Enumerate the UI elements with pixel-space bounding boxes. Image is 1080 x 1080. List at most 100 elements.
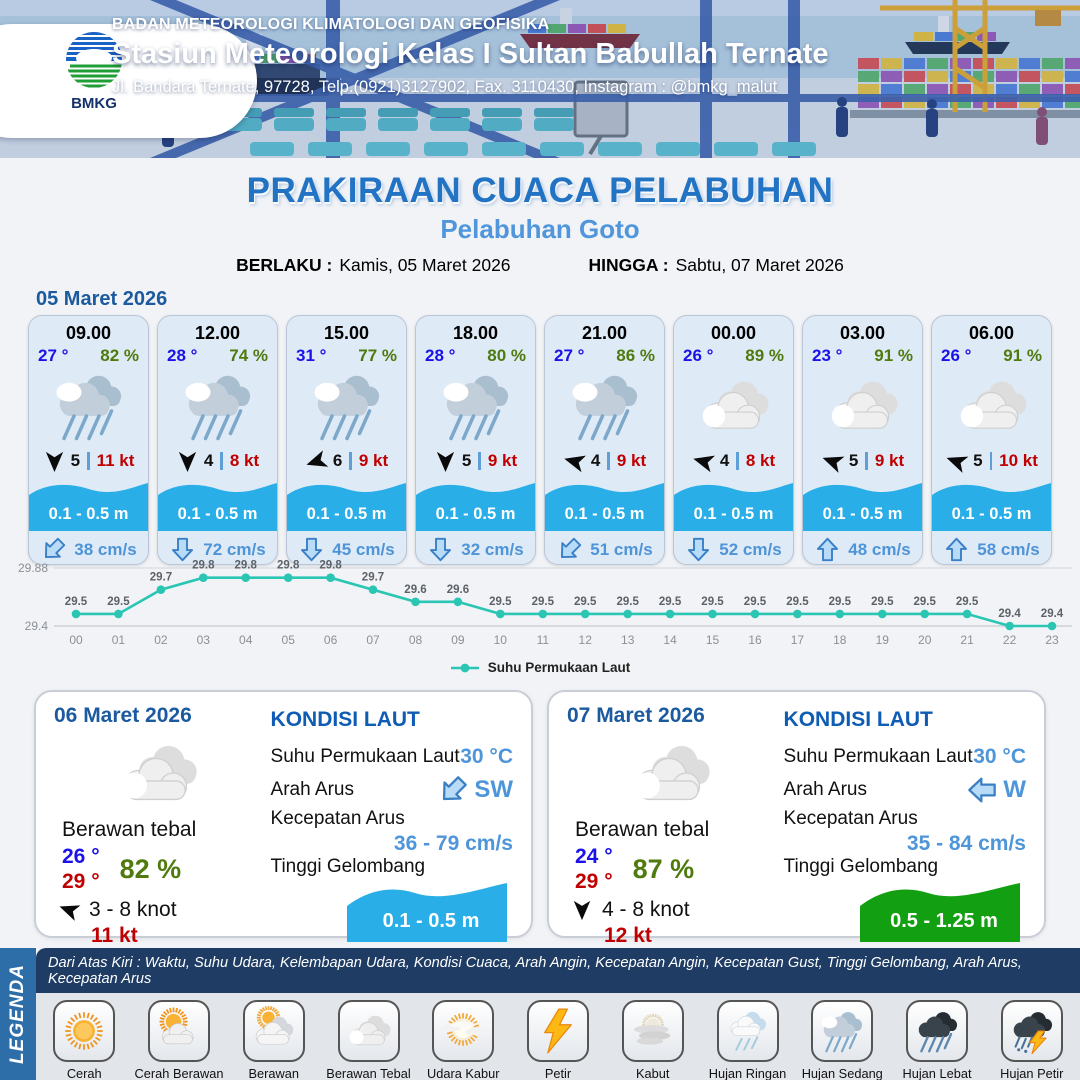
wave-height-band: 0.1 - 0.5 m (29, 479, 148, 531)
sea-condition-title: KONDISI LAUT (783, 708, 933, 731)
current-row: 32 cm/s (416, 531, 535, 563)
day-humidity: 82 % (119, 853, 182, 884)
hourly-forecast-section: 05 Maret 2026 09.00 27 ° 82 % 5 11 kt 0.1 - 0… (0, 288, 1080, 565)
wave-height-band: 0.1 - 0.5 m (287, 479, 406, 531)
weather-condition-icon (416, 366, 535, 446)
legend-item-sun-cloud: Cerah Berawan (133, 1000, 226, 1080)
current-row: 58 cm/s (932, 531, 1051, 563)
svg-text:29.5: 29.5 (107, 596, 130, 608)
hourly-card: 15.00 31 ° 77 % 6 9 kt 0.1 - 0.5 m 45 cm/s (286, 315, 407, 565)
weather-condition-icon (158, 366, 277, 446)
hourly-card: 21.00 27 ° 86 % 4 9 kt 0.1 - 0.5 m 51 cm/s (544, 315, 665, 565)
svg-text:29.5: 29.5 (744, 596, 767, 608)
forecast-time: 06.00 (968, 323, 1015, 343)
day-card: 06 Maret 2026 Berawan tebal 26 ° 29 ° 82 % 3 … (34, 690, 533, 947)
day-condition: Berawan tebal (575, 818, 710, 841)
current-speed: 38 cm/s (74, 539, 137, 559)
svg-text:0.1 - 0.5 m: 0.1 - 0.5 m (383, 910, 480, 932)
weather-icon-rain-light (730, 1011, 766, 1051)
divider (220, 452, 223, 470)
weather-icon-thick-cloud (348, 1015, 391, 1046)
current-speed: 32 cm/s (461, 539, 524, 559)
wind-row: 5 10 kt (932, 446, 1051, 476)
forecast-time: 21.00 (581, 323, 628, 343)
legend-item-rain-thunder: Hujan Petir (985, 1000, 1078, 1080)
current-direction-icon (688, 537, 710, 562)
wind-direction-icon (45, 451, 63, 472)
divider (865, 452, 868, 470)
wind-row: 5 9 kt (803, 446, 922, 476)
svg-text:22: 22 (1003, 633, 1017, 647)
valid-from-value: Kamis, 05 Maret 2026 (339, 255, 511, 275)
current-speed: 52 cm/s (719, 539, 782, 559)
legend-icon-box (337, 1000, 400, 1062)
wave-height-band: 0.1 - 0.5 m (803, 479, 922, 531)
legend-icon-box (811, 1000, 874, 1062)
svg-text:16: 16 (748, 633, 762, 647)
weather-icon-thick-cloud (960, 381, 1026, 429)
wave-band-shape (674, 483, 793, 531)
wind-speed-kt: 9 kt (616, 451, 647, 470)
current-dir-label: Arah Arus (783, 779, 867, 800)
sst-chart-section: 29.88 29.4 29.5 00 29.5 01 29.7 02 29.8 03 29.8 04 2… (0, 552, 1080, 686)
legend-item-label: Hujan Petir (1000, 1066, 1064, 1080)
humidity: 80 % (487, 346, 526, 365)
legend-icon-box (242, 1000, 305, 1062)
air-temperature: 27 ° (38, 346, 69, 365)
air-temperature: 27 ° (554, 346, 585, 365)
legend-item-label: Cerah (66, 1066, 102, 1080)
wave-height-badge: 0.5 - 1.25 m (860, 883, 1020, 942)
wave-label: Tinggi Gelombang (783, 856, 939, 877)
forecast-time: 00.00 (710, 323, 757, 343)
svg-text:29.5: 29.5 (617, 596, 640, 608)
legend-icon-box (527, 1000, 589, 1062)
svg-text:29.5: 29.5 (65, 596, 88, 608)
weather-icon-thunder (544, 1008, 572, 1054)
wave-band-shape (29, 483, 148, 531)
legend-item-label: Cerah Berawan (134, 1066, 224, 1080)
legend-icon-box (1000, 1000, 1063, 1062)
wave-height: 0.1 - 0.5 m (48, 505, 129, 523)
weather-condition-icon (287, 366, 406, 446)
current-direction-icon (430, 537, 452, 562)
current-direction-icon (946, 537, 968, 562)
svg-text:29.5: 29.5 (532, 596, 555, 608)
current-speed: 48 cm/s (848, 539, 911, 559)
valid-from-label: BERLAKU : (236, 255, 333, 275)
legend-item-rain-heavy: Hujan Lebat (891, 1000, 984, 1080)
hourly-card: 12.00 28 ° 74 % 4 8 kt 0.1 - 0.5 m 72 cm/s (157, 315, 278, 565)
svg-text:09: 09 (451, 633, 465, 647)
wind-beaufort: 5 (973, 451, 983, 470)
svg-text:13: 13 (621, 633, 635, 647)
wave-height-band: 0.1 - 0.5 m (674, 479, 793, 531)
svg-text:18: 18 (833, 633, 847, 647)
sst-label: Suhu Permukaan Laut (270, 746, 460, 767)
day-wind-range: 3 - 8 knot (89, 898, 177, 922)
divider (607, 452, 610, 470)
day-date: 06 Maret 2026 (54, 704, 192, 727)
day-gust: 12 kt (604, 924, 652, 948)
humidity: 82 % (100, 346, 139, 365)
legend-item-label: Berawan Tebal (326, 1066, 411, 1080)
current-direction-icon (968, 777, 997, 803)
wind-row: 4 8 kt (674, 446, 793, 476)
wave-band-shape (803, 483, 922, 531)
wave-band-shape (932, 483, 1051, 531)
temp-max: 29 ° (62, 870, 100, 894)
wind-speed-kt: 8 kt (745, 451, 776, 470)
wave-band-shape (545, 483, 664, 531)
svg-text:29.5: 29.5 (574, 596, 597, 608)
svg-text:11: 11 (537, 633, 550, 647)
weather-icon-thick-cloud (634, 745, 710, 801)
current-speed: 45 cm/s (332, 539, 395, 559)
wind-beaufort: 4 (203, 451, 214, 470)
wind-speed-kt: 10 kt (999, 451, 1038, 470)
wave-height: 0.1 - 0.5 m (306, 505, 387, 523)
legend-icon-box (906, 1000, 968, 1062)
svg-text:29.5: 29.5 (956, 596, 979, 608)
wave-height: 0.1 - 0.5 m (822, 505, 903, 523)
bmkg-logo: BMKG (58, 30, 142, 114)
wave-label: Tinggi Gelombang (270, 856, 426, 877)
legend-section: LEGENDA Dari Atas Kiri : Waktu, Suhu Uda… (0, 948, 1080, 1080)
svg-text:29.8: 29.8 (235, 560, 258, 572)
